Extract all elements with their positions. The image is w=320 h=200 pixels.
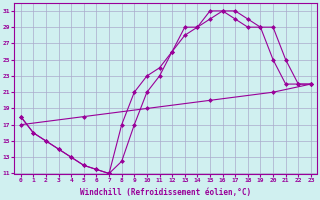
X-axis label: Windchill (Refroidissement éolien,°C): Windchill (Refroidissement éolien,°C) — [80, 188, 252, 197]
